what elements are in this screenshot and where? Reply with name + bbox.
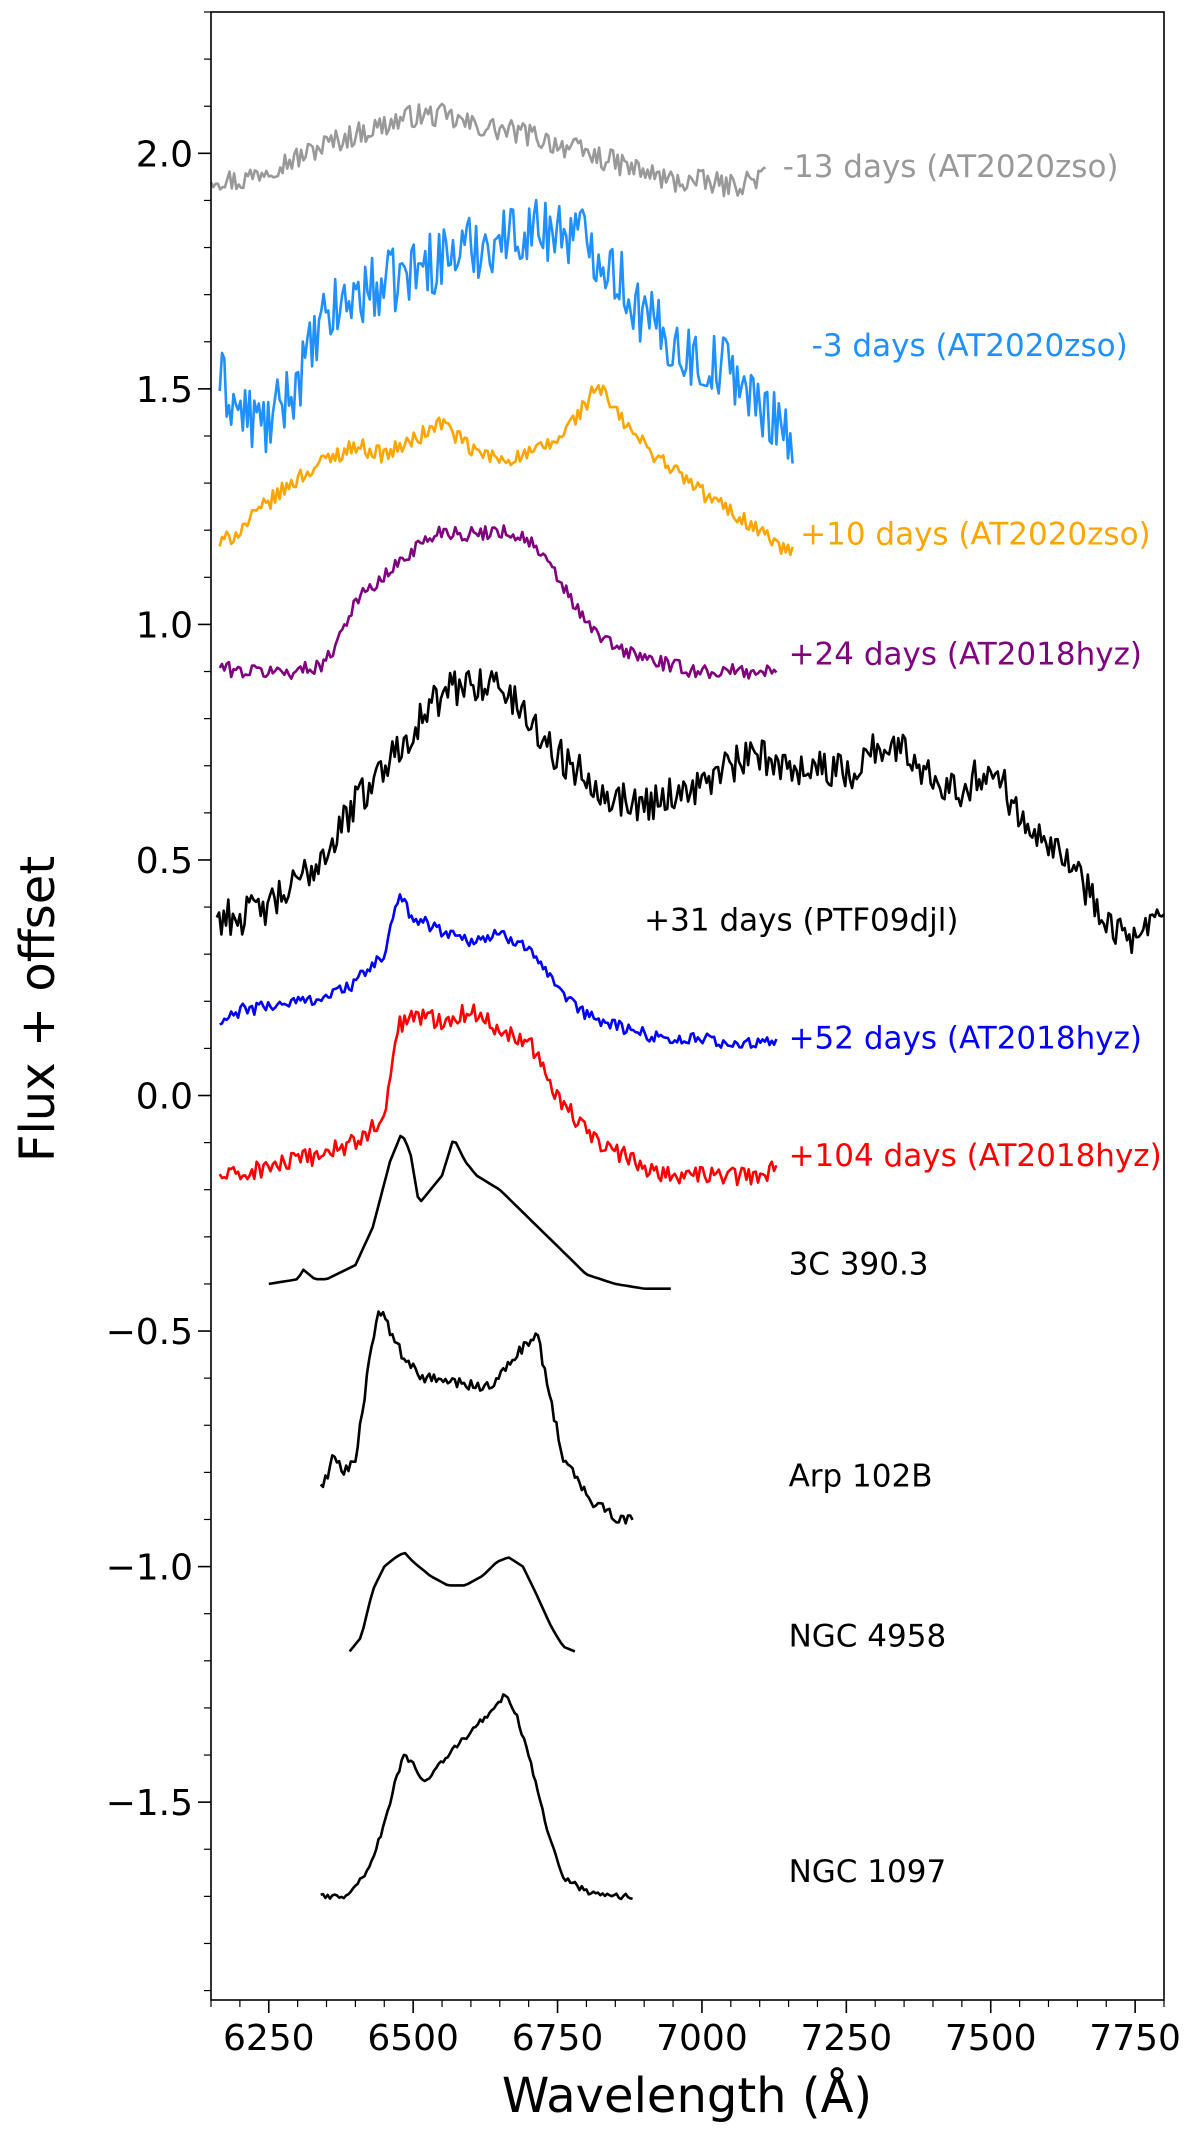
series-label: NGC 1097	[789, 1854, 947, 1890]
series-label: -13 days (AT2020zso)	[783, 149, 1119, 185]
y-tick-label: 0.0	[136, 1077, 193, 1118]
series-label: +10 days (AT2020zso)	[800, 516, 1151, 552]
series-line	[268, 1134, 671, 1290]
series-label: NGC 4958	[789, 1619, 947, 1655]
y-tick-label: 1.5	[136, 370, 193, 411]
x-tick-label: 7500	[945, 2018, 1037, 2059]
y-tick-label: −1.5	[106, 1783, 193, 1824]
series-line	[218, 383, 794, 557]
x-axis-title: Wavelength (Å)	[502, 2067, 872, 2124]
series-label: +104 days (AT2018hyz)	[789, 1138, 1162, 1174]
series-line	[218, 198, 794, 464]
series-label: -3 days (AT2020zso)	[812, 328, 1128, 364]
series-line	[319, 1310, 634, 1525]
axis-layer: 6250 6500 6750 7000 7250 7500 7750 2.0 1.5 1.0 0.5…	[106, 11, 1181, 2059]
series-line	[218, 1003, 778, 1187]
x-tick-label: 6500	[367, 2018, 459, 2059]
x-tick-label: 6250	[223, 2018, 315, 2059]
series-layer: -13 days (AT2020zso) -3 days (AT2020zso) +…	[209, 102, 1165, 1901]
y-tick-label: 0.5	[136, 841, 193, 882]
series-label: +52 days (AT2018hyz)	[789, 1020, 1142, 1056]
series-label: 3C 390.3	[789, 1247, 929, 1283]
x-tick-label: 7000	[656, 2018, 748, 2059]
series-line	[215, 668, 1165, 955]
y-axis-title: Flux + offset	[10, 856, 66, 1162]
series-line	[320, 1693, 633, 1901]
series-label: Arp 102B	[789, 1459, 933, 1495]
x-tick-label: 6750	[512, 2018, 604, 2059]
y-tick-label: −1.0	[106, 1548, 193, 1589]
series-line	[218, 524, 778, 680]
series-line	[219, 893, 778, 1049]
series-label: +31 days (PTF09djl)	[644, 903, 958, 939]
x-tick-label: 7250	[801, 2018, 893, 2059]
series-label: +24 days (AT2018hyz)	[789, 636, 1142, 672]
x-tick-label: 7750	[1089, 2018, 1181, 2059]
series-line	[348, 1551, 576, 1653]
y-tick-label: 1.0	[136, 605, 193, 646]
y-tick-label: −0.5	[106, 1312, 193, 1353]
series-line	[209, 102, 767, 198]
plot-frame	[210, 11, 1165, 2001]
y-tick-label: 2.0	[136, 134, 193, 175]
